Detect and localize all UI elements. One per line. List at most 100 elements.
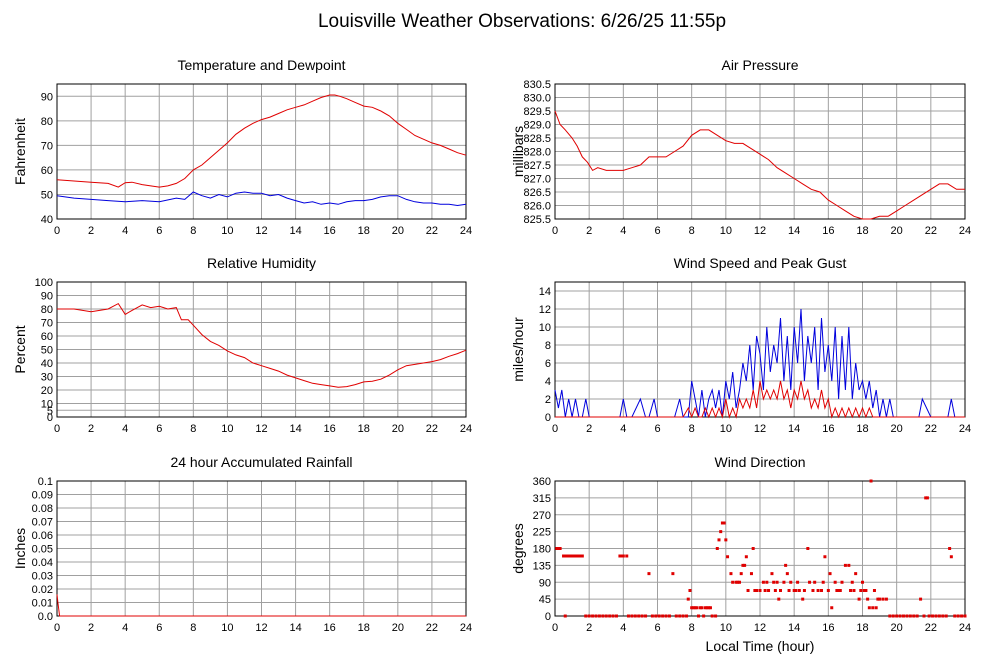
y-tick-label: 0.08 <box>32 503 53 515</box>
data-point <box>697 614 700 618</box>
plots-area: 0 2 4 6 8 10 12 14 16 18 20 22 24405060708090Tempera… <box>12 57 971 634</box>
data-point <box>912 614 916 618</box>
plot-frame <box>56 281 467 418</box>
data-point <box>891 614 895 618</box>
y-tick-label: 40 <box>41 358 53 370</box>
x-tick-label: 0 <box>552 622 558 634</box>
x-tick-label: 20 <box>392 423 404 435</box>
data-point <box>857 597 861 601</box>
data-point <box>621 554 625 558</box>
data-point <box>895 614 899 618</box>
x-tick-label: 2 <box>88 622 94 634</box>
data-point <box>729 572 733 576</box>
data-point <box>801 597 805 601</box>
y-tick-label: 826.0 <box>523 201 551 213</box>
data-point <box>744 555 748 559</box>
data-point <box>702 614 706 618</box>
y-tick-label: 100 <box>35 277 53 289</box>
data-point <box>726 555 730 559</box>
series-line-red <box>554 110 965 220</box>
data-point <box>741 563 745 567</box>
x-tick-label: 6 <box>654 622 660 634</box>
data-point <box>555 547 559 550</box>
y-tick-label: 50 <box>41 345 53 357</box>
data-point <box>811 589 815 592</box>
y-tick-label: 5 <box>47 405 53 417</box>
data-point <box>847 563 851 567</box>
data-point <box>637 614 641 618</box>
y-tick-label: 0.05 <box>32 544 53 556</box>
data-point <box>867 606 871 610</box>
data-point <box>840 580 844 584</box>
data-point <box>908 614 912 618</box>
data-point <box>667 614 671 618</box>
data-point <box>695 606 699 610</box>
data-point <box>611 614 615 618</box>
data-point <box>678 614 682 618</box>
data-point <box>708 606 712 610</box>
data-point <box>830 606 834 610</box>
data-point <box>731 580 735 584</box>
x-tick-label: 2 <box>88 423 94 435</box>
x-tick-label: 24 <box>460 423 472 435</box>
x-tick-label: 4 <box>620 622 626 634</box>
data-point <box>717 538 721 542</box>
data-point <box>787 589 791 592</box>
data-point <box>719 530 723 534</box>
x-tick-label: 8 <box>190 225 196 237</box>
x-tick-label: 8 <box>689 423 695 435</box>
x-tick-label: 24 <box>460 622 472 634</box>
data-point <box>820 589 823 592</box>
data-point <box>601 614 605 618</box>
data-point <box>796 580 800 584</box>
data-point <box>772 580 776 584</box>
data-point <box>960 614 964 618</box>
y-tick-label: 50 <box>41 189 53 201</box>
chart-5: 0 2 4 6 8 10 12 14 16 18 20 22 240459013518022527031… <box>510 454 971 634</box>
data-point <box>850 580 854 584</box>
data-point <box>594 614 598 618</box>
data-point <box>615 614 618 618</box>
y-axis-label: miles/hour <box>510 317 526 382</box>
data-point <box>691 606 695 610</box>
y-tick-label: 827.0 <box>523 174 551 186</box>
data-point <box>630 614 634 618</box>
x-tick-label: 20 <box>891 423 903 435</box>
data-point <box>852 589 856 592</box>
data-point <box>563 554 567 558</box>
x-tick-label: 6 <box>654 423 660 435</box>
y-tick-label: 90 <box>41 91 53 103</box>
data-point <box>784 563 788 567</box>
data-point <box>864 589 868 592</box>
data-point <box>866 597 870 601</box>
data-point <box>671 572 675 576</box>
data-point <box>915 614 919 618</box>
chart-title: Air Pressure <box>721 57 798 73</box>
x-tick-label: 14 <box>289 622 301 634</box>
y-tick-label: 6 <box>545 358 551 370</box>
data-point <box>562 554 566 558</box>
data-point <box>686 597 690 601</box>
y-tick-label: 826.5 <box>523 187 551 199</box>
data-point <box>574 554 577 558</box>
chart-title: Relative Humidity <box>207 255 316 271</box>
data-point <box>779 589 782 592</box>
data-point <box>591 614 595 618</box>
y-tick-label: 0.04 <box>32 557 53 569</box>
plot-frame <box>56 83 467 220</box>
data-point <box>843 563 847 567</box>
x-tick-label: 6 <box>156 423 162 435</box>
chart-title: Temperature and Dewpoint <box>177 57 345 73</box>
data-point <box>775 580 779 584</box>
data-point <box>871 606 875 610</box>
x-tick-label: 20 <box>891 225 903 237</box>
data-point <box>714 614 718 618</box>
y-tick-label: 829.0 <box>523 120 551 132</box>
data-point <box>821 580 825 584</box>
y-tick-label: 40 <box>41 214 53 226</box>
x-tick-label: 4 <box>620 423 626 435</box>
chart-title: 24 hour Accumulated Rainfall <box>170 454 352 470</box>
chart-0: 0 2 4 6 8 10 12 14 16 18 20 22 24405060708090Tempera… <box>12 57 472 237</box>
x-tick-label: 14 <box>788 622 800 634</box>
